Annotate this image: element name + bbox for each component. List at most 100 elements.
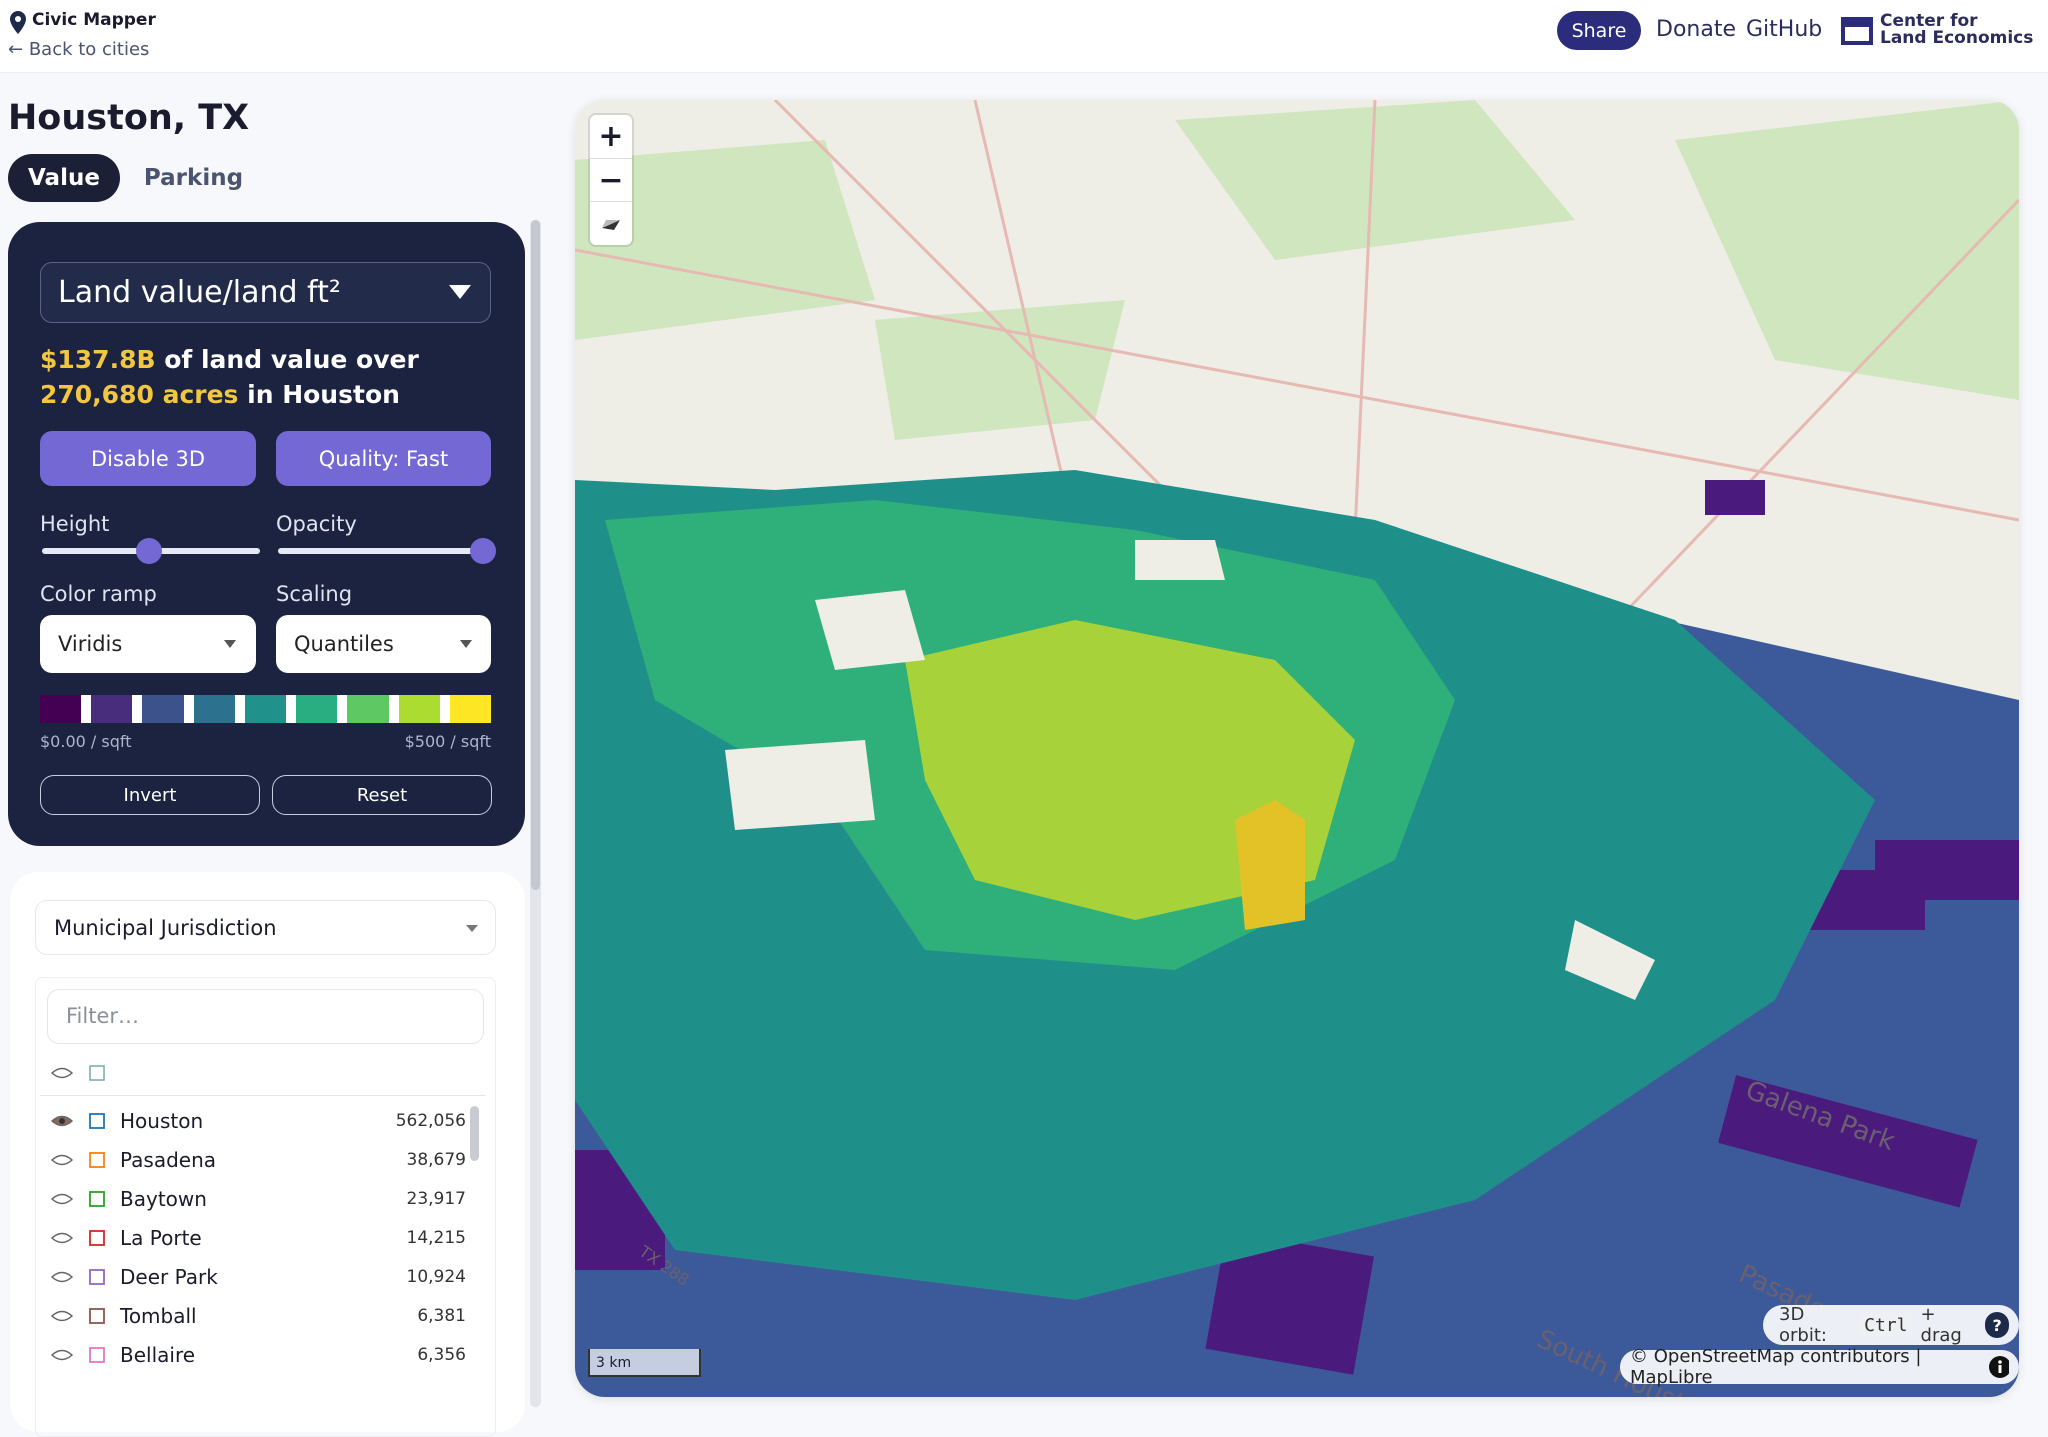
org-name[interactable]: Center for Land Economics [1880, 13, 2033, 47]
row-name: Baytown [120, 1187, 207, 1211]
attribution: © OpenStreetMap contributors | MapLibre [1620, 1346, 2019, 1388]
select-label: Color ramp [40, 582, 157, 606]
pin-icon [10, 11, 26, 34]
select-label: Scaling [276, 582, 353, 606]
ramp-swatch [398, 695, 440, 723]
org-logo [1841, 17, 1873, 45]
jurisdiction-row[interactable]: La Porte 14,215 [36, 1219, 466, 1258]
ramp-select[interactable]: Viridis [40, 615, 256, 673]
summary: $137.8B of land value over 270,680 acres… [40, 342, 480, 412]
row-count: 6,356 [417, 1345, 466, 1365]
jurisdiction-row[interactable]: Pasadena 38,679 [36, 1141, 466, 1180]
back-text[interactable]: Back to cities [28, 39, 150, 60]
eye-pupil [59, 1118, 65, 1124]
ramp-swatch [40, 695, 82, 723]
ramp-swatch [91, 695, 133, 723]
height-slider[interactable] [42, 538, 260, 564]
compass[interactable] [590, 201, 632, 245]
row-name: Pasadena [120, 1148, 217, 1172]
share-button[interactable]: Share [1557, 11, 1641, 50]
summary-text: in Houston [238, 380, 400, 409]
caret [449, 285, 471, 299]
sidebar-scrollbar[interactable] [530, 220, 541, 1407]
row-toggles[interactable] [50, 1110, 110, 1132]
zoom-out[interactable]: − [590, 158, 632, 202]
ramp-swatch [296, 695, 338, 723]
select-value[interactable]: Municipal Jurisdiction [54, 915, 277, 940]
page: Civic Mapper ← Back to cities Share Dona… [0, 10, 2048, 1437]
eye-icon [50, 1271, 74, 1283]
row-count: 6,381 [417, 1306, 466, 1326]
row-count: 14,215 [406, 1228, 466, 1248]
jurisdiction-row[interactable]: Tomball 6,381 [36, 1297, 466, 1336]
select-value[interactable]: Quantiles [294, 632, 394, 656]
divider [40, 1095, 486, 1096]
tab[interactable]: Value [8, 154, 120, 202]
select-value[interactable]: Viridis [58, 632, 123, 656]
scroll-thumb[interactable] [531, 220, 540, 890]
org-line[interactable]: Land Economics [1880, 28, 2034, 48]
caret [460, 640, 472, 648]
row-toggles[interactable] [50, 1227, 110, 1249]
info-icon[interactable] [1988, 1356, 2009, 1378]
row-checkbox [89, 1230, 105, 1246]
disable-3d-button[interactable]: Disable 3D [40, 431, 256, 486]
slider-label: Height [40, 512, 110, 536]
invert-button[interactable]: Invert [40, 775, 260, 815]
row-toggles[interactable] [50, 1305, 110, 1327]
ramp-swatch [142, 695, 184, 723]
row-name: Bellaire [120, 1343, 196, 1367]
reset-button[interactable]: Reset [272, 775, 492, 815]
github-link[interactable]: GitHub [1746, 17, 1823, 42]
eye-icon [50, 1310, 74, 1322]
eye-icon [50, 1232, 74, 1244]
color-ramp [40, 695, 491, 723]
donate-link[interactable]: Donate [1656, 17, 1736, 42]
filter-input[interactable]: Filter… [47, 989, 484, 1044]
eye-icon [50, 1193, 74, 1205]
ramp-swatch [347, 695, 389, 723]
org-line[interactable]: Center for [1880, 11, 1978, 31]
row-checkbox [89, 1347, 105, 1363]
slider-thumb[interactable] [470, 538, 496, 564]
row-count: 10,924 [406, 1267, 466, 1287]
jurisdiction-row[interactable]: Houston 562,056 [36, 1102, 466, 1141]
row-toggles[interactable] [50, 1188, 110, 1210]
jurisdiction-row[interactable]: Bellaire 6,356 [36, 1336, 466, 1375]
row-count: 38,679 [406, 1150, 466, 1170]
tabs: Value Parking [8, 154, 267, 202]
jurisdiction-row[interactable]: Deer Park 10,924 [36, 1258, 466, 1297]
row-toggles[interactable] [50, 1149, 110, 1171]
back-link[interactable]: ← Back to cities [8, 39, 150, 60]
opacity-slider[interactable] [278, 538, 496, 564]
tab[interactable]: Parking [143, 165, 244, 191]
scale-bar: 3 km [588, 1349, 701, 1377]
scaling-select[interactable]: Quantiles [276, 615, 491, 673]
peak-value-area [1235, 800, 1305, 930]
caret [466, 925, 478, 932]
row-count: 562,056 [395, 1111, 466, 1131]
row-toggles[interactable] [50, 1266, 110, 1288]
header-toggles[interactable] [50, 1062, 110, 1084]
orbit-hint: 3D orbit: Ctrl + drag? [1763, 1304, 2019, 1346]
eye-icon [50, 1349, 74, 1361]
quality-button[interactable]: Quality: Fast [276, 431, 491, 486]
help-button[interactable]: ? [1985, 1312, 2009, 1338]
metric-select[interactable]: Land value/land ft² [40, 262, 491, 323]
zoom-in[interactable]: + [598, 119, 624, 154]
list-scroll-thumb[interactable] [470, 1106, 479, 1161]
slider-thumb[interactable] [136, 538, 162, 564]
jurisdiction-list: Houston 562,056 Pasadena 38,679 Baytown 23,91… [36, 1102, 466, 1375]
jurisdiction-row[interactable]: Baytown 23,917 [36, 1180, 466, 1219]
orbit-key: Ctrl [1859, 1313, 1913, 1337]
row-name: Deer Park [120, 1265, 218, 1289]
ramp-min: $0.00 / sqft [40, 732, 132, 751]
slider-label: Opacity [276, 512, 357, 536]
orbit-action: + drag [1920, 1304, 1962, 1346]
metric-text[interactable]: Land value/land ft² [58, 275, 341, 310]
jurisdiction-select[interactable]: Municipal Jurisdiction [35, 900, 496, 955]
attribution-text[interactable]: © OpenStreetMap contributors | MapLibre [1630, 1346, 1922, 1388]
row-toggles[interactable] [50, 1344, 110, 1366]
